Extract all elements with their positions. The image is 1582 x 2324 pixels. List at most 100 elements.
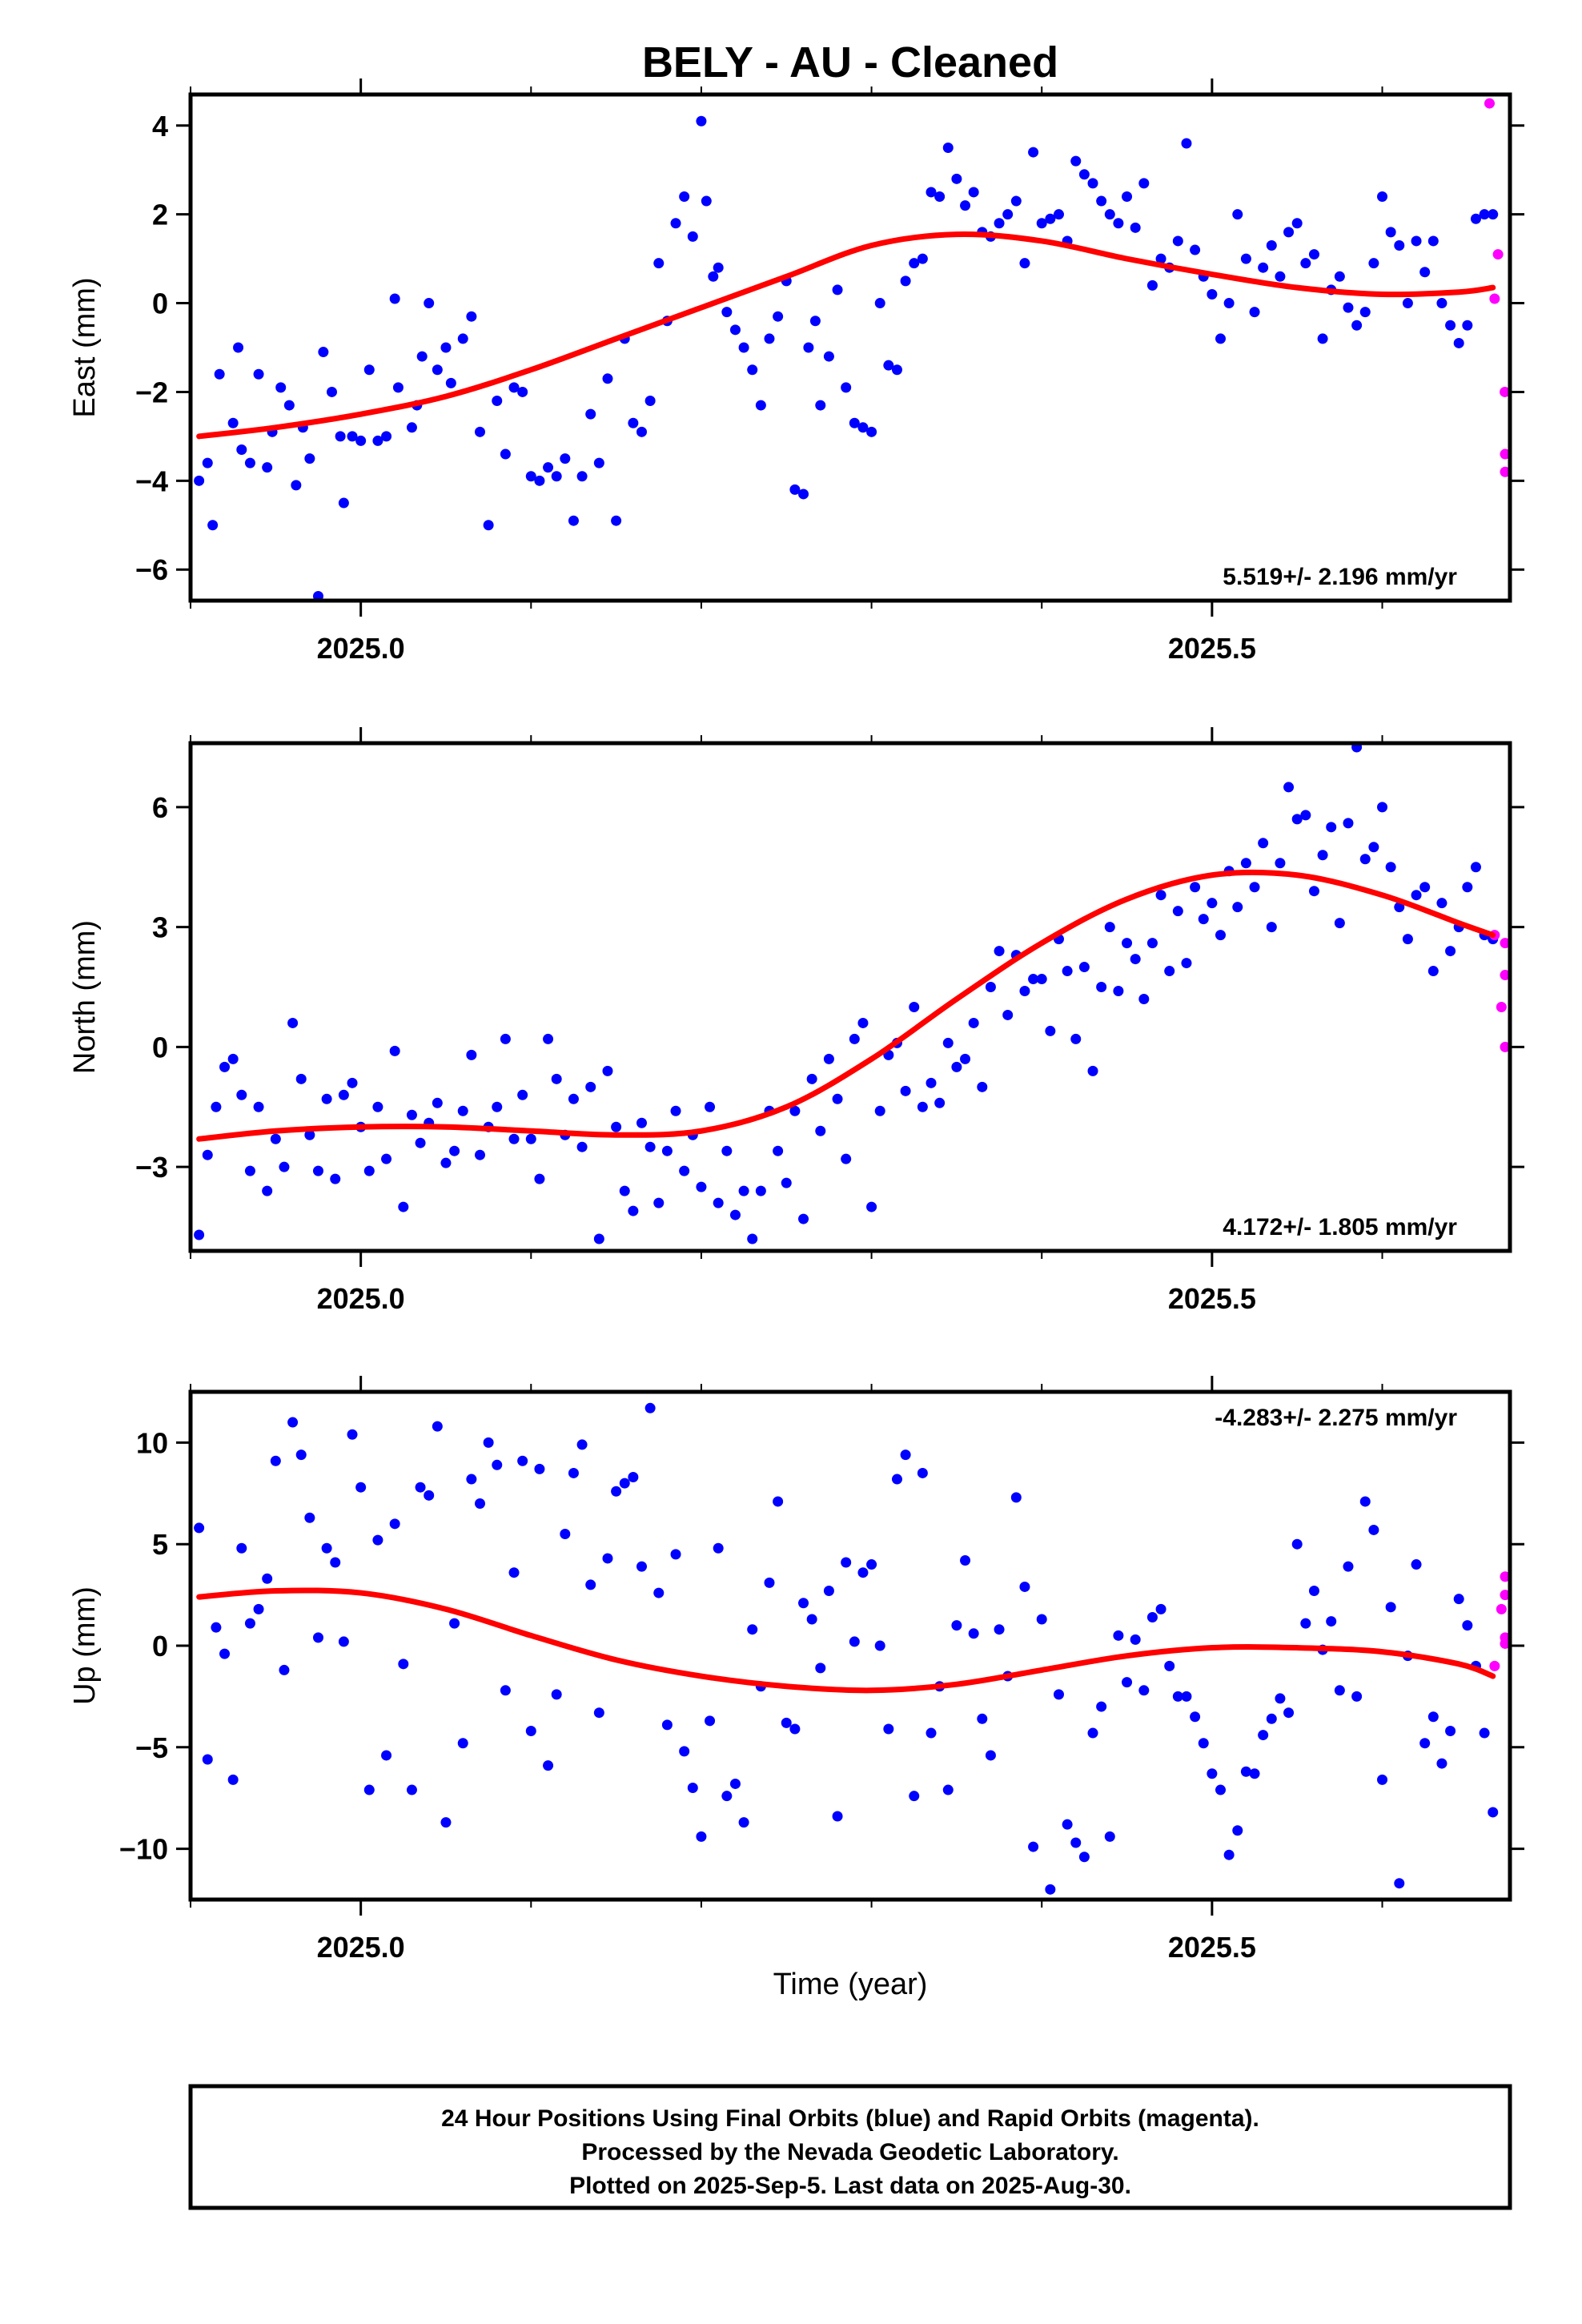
final-orbit-point [1028,147,1039,158]
final-orbit-point [253,1603,264,1614]
final-orbit-point [236,1089,247,1100]
final-orbit-point [1453,337,1464,348]
final-orbit-point [363,1784,375,1795]
final-orbit-point [1343,818,1354,829]
final-orbit-point [1488,209,1499,220]
final-orbit-point [1028,1841,1039,1852]
final-orbit-point [525,1726,536,1737]
final-orbit-point [968,1017,979,1028]
final-orbit-point [1155,1603,1166,1614]
final-orbit-point [283,400,295,411]
final-orbit-point [670,218,681,229]
final-orbit-point [798,1598,809,1609]
final-orbit-point [798,489,809,500]
final-orbit-point [653,258,665,269]
final-orbit-point [270,1455,281,1466]
final-orbit-point [543,462,554,473]
final-orbit-point [1070,1837,1082,1848]
final-orbit-point [687,231,698,242]
final-orbit-point [1317,850,1328,861]
final-orbit-point [1385,1602,1396,1613]
y-tick-label: 0 [152,287,168,320]
final-orbit-point [326,386,337,397]
x-tick-label: 2025.0 [317,1931,405,1964]
rapid-orbit-point [1484,98,1495,109]
plot-frame [188,741,1512,1253]
final-orbit-point [1010,195,1022,207]
final-orbit-point [1232,209,1243,220]
final-orbit-point [1113,1630,1124,1641]
final-orbit-point [330,1173,341,1184]
final-orbit-point [755,400,766,411]
final-orbit-point [1488,1807,1499,1818]
final-orbit-point [406,1784,417,1795]
final-orbit-point [1078,169,1090,180]
final-orbit-point [891,1474,902,1485]
final-orbit-point [670,1549,681,1560]
final-orbit-point [1308,886,1319,897]
final-orbit-point [849,417,860,428]
final-orbit-point [701,195,712,207]
final-orbit-point [1078,962,1090,973]
final-orbit-point [1368,1524,1379,1535]
final-orbit-point [1411,235,1422,247]
final-orbit-point [372,435,383,446]
x-tick-label: 2025.5 [1168,1931,1256,1964]
final-orbit-point [729,1209,741,1220]
final-orbit-point [1479,209,1490,220]
final-orbit-point [994,1624,1005,1635]
final-orbit-point [219,1648,231,1659]
x-axis-label: Time (year) [773,1968,928,2001]
final-orbit-point [705,1101,716,1112]
final-orbit-point [1190,882,1201,893]
final-orbit-point [1427,235,1439,247]
final-orbit-point [1351,1691,1363,1702]
final-orbit-point [270,1133,281,1144]
final-orbit-point [1181,138,1192,149]
final-orbit-point [381,1750,392,1761]
final-orbit-point [576,471,588,482]
final-orbit-point [236,1542,247,1554]
final-orbit-point [445,377,456,388]
final-orbit-point [416,351,428,362]
up-panel: 2025.0 2025.5 −10 −5 0 5 10 Up (mm) -4.283+/- 2.… [68,1376,1524,1964]
rapid-orbit-point [1492,249,1504,260]
final-orbit-point [900,1449,911,1461]
final-orbit-point [508,1567,520,1578]
final-orbit-point [909,1001,920,1012]
final-orbit-point [1394,1878,1405,1889]
final-orbit-point [1172,235,1183,247]
final-orbit-point [679,1746,690,1757]
final-orbit-point [1002,1009,1014,1020]
final-orbit-point [275,382,287,393]
final-orbit-point [1436,898,1447,909]
final-orbit-point [883,1723,894,1735]
final-orbit-point [1104,922,1115,933]
final-orbit-point [1053,1689,1064,1700]
final-orbit-point [1275,271,1286,282]
final-orbit-point [857,1567,869,1578]
final-orbit-point [1062,1819,1073,1830]
final-orbit-point [1146,279,1158,291]
final-orbit-point [815,1125,826,1136]
final-orbit-point [312,1632,323,1643]
final-orbit-point [1045,213,1056,224]
final-orbit-point [1207,1768,1218,1779]
final-orbit-point [424,1490,435,1501]
final-orbit-point [457,333,468,344]
final-orbit-point [636,426,648,437]
final-orbit-point [551,1689,562,1700]
final-orbit-point [194,1229,205,1240]
final-orbit-point [1411,890,1422,901]
final-orbit-point [926,1077,937,1088]
final-orbit-point [1377,1774,1388,1785]
final-orbit-point [806,1614,817,1625]
final-orbit-point [398,1659,409,1670]
final-orbit-point [1096,982,1107,993]
final-orbit-point [602,1065,613,1076]
final-orbit-point [679,1165,690,1176]
final-orbit-point [381,431,392,442]
final-orbit-point [211,1622,222,1633]
final-orbit-point [335,431,346,442]
final-orbit-point [1181,1691,1192,1702]
